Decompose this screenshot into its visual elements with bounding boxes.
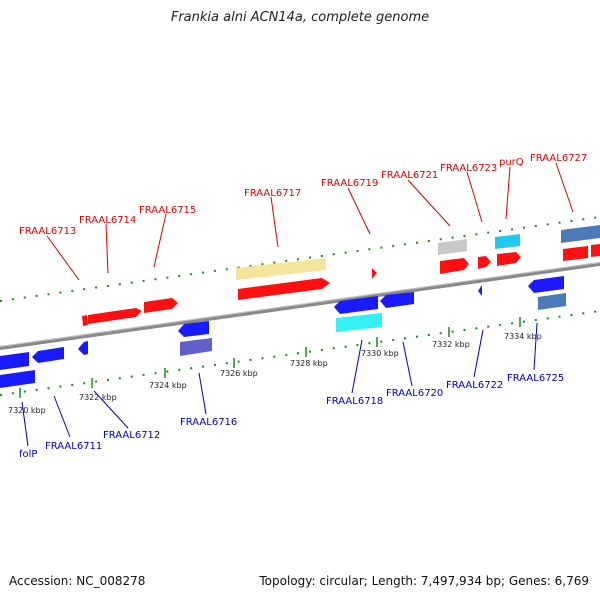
reverse-label-leaders [21,322,538,447]
gene-label-fraal6713[interactable]: FRAAL6713 [19,226,76,237]
leader-fraal6719 [347,187,371,235]
gene-arrow-fraal6721[interactable] [440,258,469,274]
leader-fraal6722 [473,329,484,378]
tick-label-7320: 7320 kbp [8,406,46,415]
tick-label-7328: 7328 kbp [290,359,328,368]
gene-arrow-fraal6716[interactable] [178,321,209,337]
leader-fraal6718 [351,339,363,394]
leader-fraal6713 [46,235,80,281]
feature-purq [495,234,520,249]
topology-text: Topology: circular; Length: 7,497,934 bp… [259,574,589,588]
reverse-strand-guide [0,310,600,396]
gene-label-fraal6711[interactable]: FRAAL6711 [45,441,102,452]
leader-fraal6715 [153,213,167,268]
gene-arrow-fraal6712[interactable] [78,341,88,355]
gene-arrow-purq[interactable] [497,252,521,266]
forward-strand-guide [0,216,600,302]
gene-label-fraal6727[interactable]: FRAAL6727 [530,153,587,164]
pseudo-fraal6721 [438,239,467,255]
gene-arrow-fraal6711[interactable] [32,347,64,363]
gene-label-purq[interactable]: purQ [499,157,524,168]
feature-fraal6727-steel [561,225,600,243]
gene-arrow-fraal6713-fragment[interactable] [82,315,88,326]
gene-arrow-fraal6715[interactable] [144,298,178,313]
leader-fraal6727 [555,162,574,213]
leader-fraal6711 [53,395,71,438]
accession-text: Accession: NC_008278 [9,574,146,588]
forward-gene-labels: FRAAL6713 FRAAL6714 FRAAL6715 FRAAL6717 … [19,153,587,237]
genome-backbone-highlight [0,262,600,347]
leader-fraal6721 [407,179,451,227]
forward-label-leaders [46,162,574,281]
leader-fraal6716 [198,372,207,415]
leader-fraal6720 [402,341,413,387]
tick-label-7326: 7326 kbp [220,369,258,378]
leader-purq [505,166,511,220]
leader-fraal6725 [533,322,538,371]
gene-label-fraal6717[interactable]: FRAAL6717 [244,188,301,199]
gene-label-fraal6720[interactable]: FRAAL6720 [386,388,443,399]
leader-fraal6723 [466,171,483,223]
gene-arrow-fraal6720[interactable] [380,292,414,308]
scale-ticks: 7320 kbp 7322 kbp 7324 kbp 7326 kbp 7328… [8,317,542,415]
leader-fraal6712 [93,390,129,429]
feature-fraal6725-steel [538,293,566,310]
gene-label-folp[interactable]: folP [19,449,37,460]
genome-backbone [0,262,600,350]
gene-arrow-fraal6727b[interactable] [591,244,600,257]
leader-folp [21,401,29,447]
gene-arrow-fraal6719[interactable] [372,268,377,279]
forward-features [82,225,600,326]
gene-label-fraal6725[interactable]: FRAAL6725 [507,373,564,384]
tick-label-7332: 7332 kbp [432,340,470,349]
map-title: Frankia alni ACN14a, complete genome [170,10,430,25]
gene-label-fraal6721[interactable]: FRAAL6721 [381,170,438,181]
leader-fraal6714 [105,223,109,274]
gene-label-fraal6714[interactable]: FRAAL6714 [79,215,136,226]
reverse-features [0,276,566,388]
gene-arrow-folp-b[interactable] [0,370,35,388]
rna-fraal6718 [336,313,382,332]
gene-arrow-fraal6727[interactable] [563,246,588,261]
gene-label-fraal6719[interactable]: FRAAL6719 [321,178,378,189]
feature-fraal6716-violet [180,338,212,356]
gene-label-fraal6722[interactable]: FRAAL6722 [446,380,503,391]
tick-label-7324: 7324 kbp [149,381,187,390]
gene-arrow-fraal6723[interactable] [478,256,491,269]
rna-fraal6717 [236,258,326,280]
gene-label-fraal6715[interactable]: FRAAL6715 [139,205,196,216]
leader-fraal6717 [270,196,279,248]
gene-arrow-fraal6718[interactable] [334,296,378,314]
reverse-gene-labels: folP FRAAL6711 FRAAL6712 FRAAL6716 FRAAL… [19,373,564,460]
gene-label-fraal6718[interactable]: FRAAL6718 [326,396,383,407]
gene-label-fraal6712[interactable]: FRAAL6712 [103,430,160,441]
tick-label-7322: 7322 kbp [79,393,117,402]
tick-label-7330: 7330 kbp [361,349,399,358]
gene-arrow-fraal6717[interactable] [238,278,330,300]
gene-arrow-fraal6722[interactable] [478,285,482,296]
gene-label-fraal6716[interactable]: FRAAL6716 [180,417,237,428]
gene-label-fraal6723[interactable]: FRAAL6723 [440,163,497,174]
gene-arrow-fraal6714[interactable] [88,308,142,324]
gene-arrow-folp[interactable] [0,352,29,370]
tick-label-7334: 7334 kbp [504,332,542,341]
gene-arrow-fraal6725[interactable] [528,276,564,293]
